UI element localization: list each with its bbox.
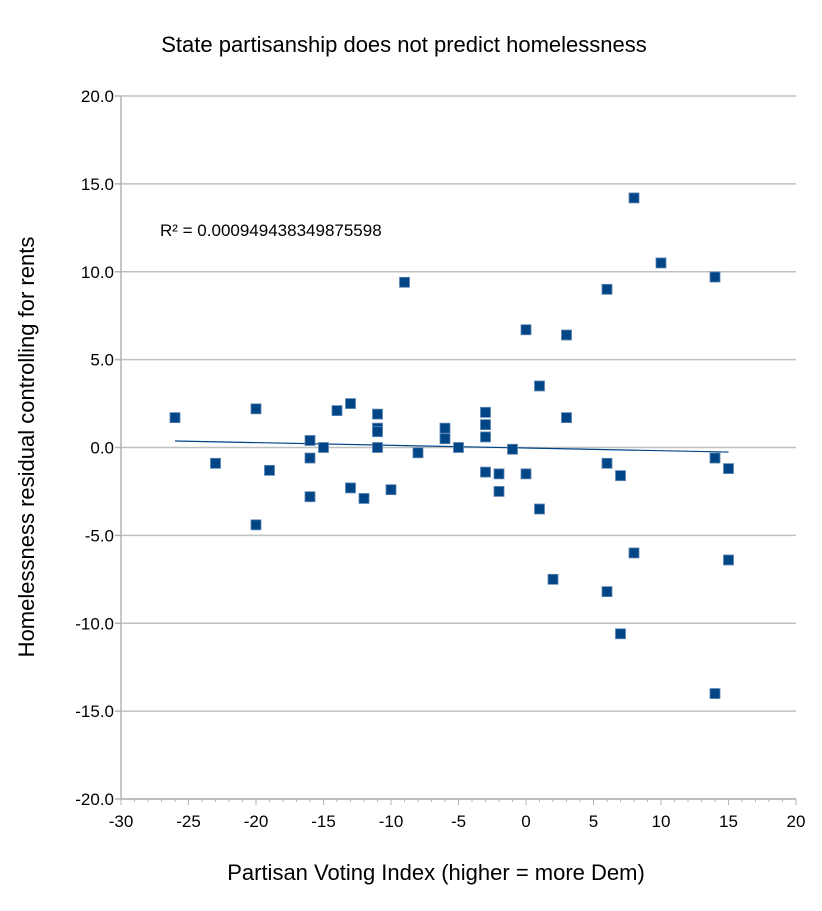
data-point — [520, 468, 532, 480]
data-point — [507, 443, 518, 455]
data-point — [318, 442, 329, 453]
data-point — [372, 408, 383, 420]
data-point — [169, 412, 181, 424]
data-point — [709, 452, 721, 464]
data-point — [372, 442, 383, 453]
y-tick-label: 0.0 — [90, 439, 114, 458]
x-tick-label: 15 — [719, 812, 738, 831]
x-axis-label: Partisan Voting Index (higher = more Dem… — [227, 860, 645, 885]
chart-title: State partisanship does not predict home… — [161, 32, 647, 57]
data-point — [520, 324, 532, 336]
data-point — [561, 412, 572, 424]
data-point — [480, 431, 491, 443]
data-point — [439, 433, 451, 445]
x-tick-label: -25 — [176, 812, 201, 831]
data-point — [480, 466, 491, 478]
data-point — [480, 419, 491, 431]
x-tick-label: -5 — [451, 812, 466, 831]
data-point — [534, 380, 545, 392]
data-point — [561, 329, 572, 341]
x-tick-label: -20 — [244, 812, 269, 831]
data-point — [723, 463, 734, 474]
data-point — [709, 688, 721, 699]
data-point — [345, 398, 356, 409]
r-squared-annotation: R² = 0.000949438349875598 — [160, 221, 382, 240]
data-point — [399, 276, 410, 288]
data-point — [628, 547, 640, 559]
data-point — [534, 503, 545, 515]
y-tick-label: 15.0 — [81, 175, 114, 194]
y-axis-label: Homelessness residual controlling for re… — [14, 237, 39, 658]
data-point — [601, 457, 613, 469]
y-tick-label: -20.0 — [75, 790, 114, 809]
data-point — [655, 257, 667, 269]
data-point — [493, 486, 505, 497]
x-tick-label: 10 — [652, 812, 671, 831]
data-point — [372, 426, 383, 438]
data-point — [601, 586, 613, 598]
data-point — [358, 493, 370, 504]
y-tick-label: -10.0 — [75, 614, 114, 633]
data-point — [601, 283, 613, 295]
data-point — [250, 403, 262, 415]
data-point — [547, 573, 559, 585]
data-point — [615, 628, 626, 640]
data-point — [304, 491, 316, 503]
y-tick-label: 10.0 — [81, 263, 114, 282]
trendline — [174, 440, 729, 453]
x-tick-label: -15 — [311, 812, 336, 831]
data-point — [250, 519, 262, 531]
data-point — [628, 192, 640, 204]
x-tick-label: 0 — [521, 812, 530, 831]
data-point — [304, 435, 316, 446]
x-tick-label: -10 — [379, 812, 404, 831]
data-point — [709, 271, 721, 283]
data-point — [493, 468, 505, 480]
data-point — [439, 422, 451, 434]
x-tick-label: 5 — [589, 812, 598, 831]
data-point — [345, 482, 356, 494]
data-point — [412, 447, 424, 459]
y-tick-label: -15.0 — [75, 702, 114, 721]
data-point — [453, 442, 464, 453]
y-tick-label: -5.0 — [85, 526, 114, 545]
data-point — [210, 457, 221, 469]
data-point — [385, 484, 397, 496]
data-point — [331, 405, 343, 416]
data-point — [615, 470, 626, 482]
data-point — [304, 452, 316, 464]
x-tick-label: 20 — [787, 812, 806, 831]
data-point — [480, 406, 491, 418]
data-point — [723, 554, 734, 566]
y-tick-label: 5.0 — [90, 351, 114, 370]
x-tick-label: -30 — [109, 812, 134, 831]
y-tick-label: 20.0 — [81, 87, 114, 106]
data-point — [264, 464, 275, 476]
